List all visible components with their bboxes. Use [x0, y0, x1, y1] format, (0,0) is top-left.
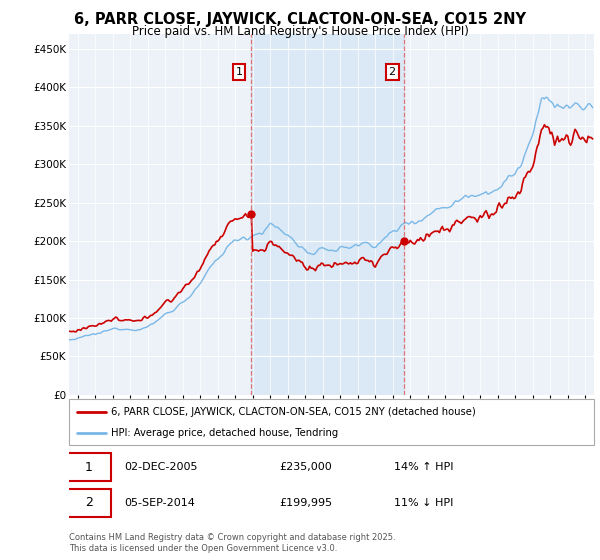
Text: £199,995: £199,995 — [279, 498, 332, 508]
Text: 2: 2 — [85, 496, 93, 509]
FancyBboxPatch shape — [67, 489, 111, 517]
Text: HPI: Average price, detached house, Tendring: HPI: Average price, detached house, Tend… — [111, 428, 338, 438]
Text: 1: 1 — [236, 67, 242, 77]
Text: 2: 2 — [389, 67, 396, 77]
Bar — [251, 34, 404, 395]
FancyBboxPatch shape — [69, 399, 594, 445]
Text: 05-SEP-2014: 05-SEP-2014 — [124, 498, 195, 508]
FancyBboxPatch shape — [67, 453, 111, 481]
Text: 14% ↑ HPI: 14% ↑ HPI — [395, 462, 454, 472]
Text: 02-DEC-2005: 02-DEC-2005 — [124, 462, 197, 472]
Text: Contains HM Land Registry data © Crown copyright and database right 2025.
This d: Contains HM Land Registry data © Crown c… — [69, 533, 395, 553]
Text: 1: 1 — [85, 461, 93, 474]
Text: 6, PARR CLOSE, JAYWICK, CLACTON-ON-SEA, CO15 2NY: 6, PARR CLOSE, JAYWICK, CLACTON-ON-SEA, … — [74, 12, 526, 27]
Text: Price paid vs. HM Land Registry's House Price Index (HPI): Price paid vs. HM Land Registry's House … — [131, 25, 469, 38]
Text: 6, PARR CLOSE, JAYWICK, CLACTON-ON-SEA, CO15 2NY (detached house): 6, PARR CLOSE, JAYWICK, CLACTON-ON-SEA, … — [111, 407, 476, 417]
Text: 11% ↓ HPI: 11% ↓ HPI — [395, 498, 454, 508]
Text: £235,000: £235,000 — [279, 462, 332, 472]
